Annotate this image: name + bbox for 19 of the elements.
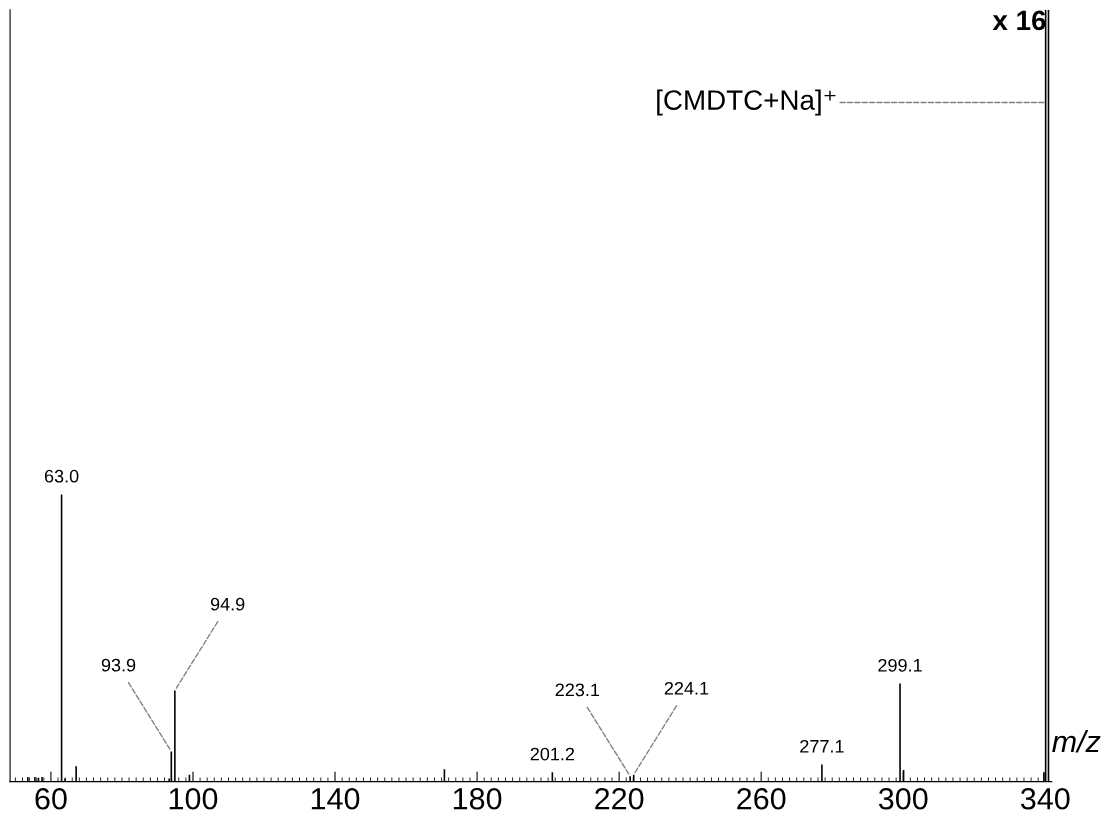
x-axis-title: m/z [1052, 729, 1101, 753]
annotation: [CMDTC+Na]⁺ [657, 89, 836, 116]
annotation: 299.1 [878, 658, 922, 672]
annotation: 201.2 [530, 747, 575, 761]
annotation: 63.0 [44, 469, 79, 483]
annotation: x 16 [992, 10, 1046, 31]
annotation: 223.1 [555, 683, 600, 697]
x-tick-label: 180 [453, 787, 502, 810]
x-tick-label: 340 [1020, 787, 1070, 810]
x-tick-label: 100 [169, 787, 218, 810]
x-tick-label: 260 [737, 787, 786, 810]
x-tick-label: 140 [311, 787, 360, 810]
annotation: 93.9 [101, 658, 136, 672]
annotation: 224.1 [664, 681, 709, 695]
x-tick-label: 60 [35, 787, 67, 810]
x-tick-label: 220 [595, 787, 644, 810]
x-tick-label: 300 [878, 787, 928, 810]
annotation: 94.9 [210, 597, 245, 611]
annotation: 277.1 [800, 739, 844, 753]
